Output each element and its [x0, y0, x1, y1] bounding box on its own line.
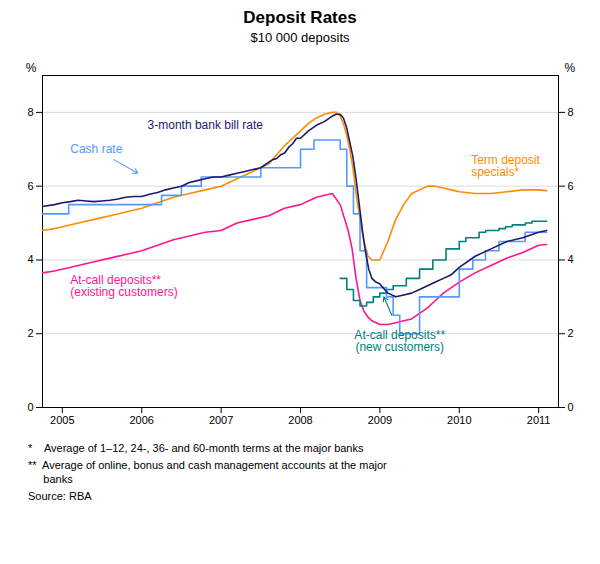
svg-text:6: 6 — [27, 180, 33, 192]
svg-text:Term depositspecials*: Term depositspecials* — [471, 153, 540, 179]
svg-text:At-call deposits**(new custome: At-call deposits**(new customers) — [354, 328, 445, 354]
html-text:Deposit Rates: Deposit Rates — [243, 8, 357, 27]
html-text:* Average of 1–12, 24-, 36- an: * Average of 1–12, 24-, 36- and 60-month… — [28, 442, 364, 454]
svg-text:2008: 2008 — [288, 414, 312, 426]
svg-text:2006: 2006 — [129, 414, 153, 426]
html-text:Source: RBA: Source: RBA — [28, 490, 92, 502]
svg-text:2009: 2009 — [368, 414, 392, 426]
svg-text:4: 4 — [568, 253, 574, 265]
svg-text:0: 0 — [568, 401, 574, 413]
svg-text:%: % — [26, 61, 37, 75]
svg-text:2: 2 — [568, 327, 574, 339]
svg-text:8: 8 — [568, 106, 574, 118]
svg-text:2011: 2011 — [527, 414, 551, 426]
svg-text:2005: 2005 — [50, 414, 74, 426]
svg-text:2007: 2007 — [209, 414, 233, 426]
svg-text:3-month bank bill rate: 3-month bank bill rate — [148, 118, 264, 132]
svg-text:4: 4 — [27, 253, 33, 265]
svg-text:2010: 2010 — [447, 414, 471, 426]
svg-text:6: 6 — [568, 180, 574, 192]
svg-text:0: 0 — [27, 401, 33, 413]
svg-text:2: 2 — [27, 327, 33, 339]
svg-text:%: % — [565, 61, 576, 75]
svg-text:At-call deposits**(existing cu: At-call deposits**(existing customers) — [70, 273, 177, 299]
html-text:** Average of online, bonus an: ** Average of online, bonus and cash man… — [28, 459, 387, 485]
svg-text:Cash rate: Cash rate — [70, 142, 122, 156]
html-text:$10 000 deposits: $10 000 deposits — [250, 30, 350, 45]
svg-text:8: 8 — [27, 106, 33, 118]
